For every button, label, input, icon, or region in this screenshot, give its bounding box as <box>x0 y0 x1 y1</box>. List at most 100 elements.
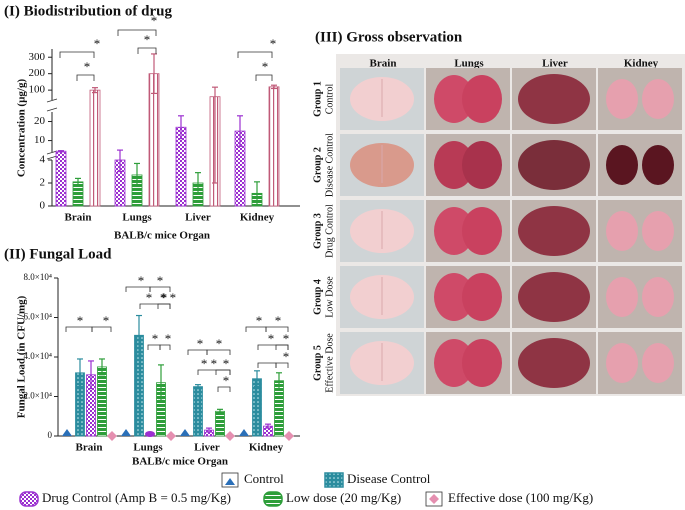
error-bar <box>195 172 201 194</box>
organ-photo <box>606 211 638 251</box>
significance-bracket <box>257 362 277 368</box>
x-axis-label: BALB/c mice Organ <box>132 456 228 468</box>
legend-label: Effective dose (100 mg/Kg) <box>448 490 593 505</box>
row-label: Control <box>324 84 335 115</box>
row-label: Disease Control <box>324 133 335 197</box>
significance-label: * <box>84 59 91 74</box>
marker <box>62 429 72 436</box>
bar <box>268 86 280 207</box>
x-tick-label: Liver <box>194 442 220 454</box>
organ-photo <box>642 277 674 317</box>
significance-label: * <box>275 313 282 328</box>
bar <box>215 410 225 437</box>
significance-label: * <box>165 331 172 346</box>
legend-label: Low dose (20 mg/Kg) <box>286 490 401 505</box>
bar <box>97 366 107 437</box>
y-tick-label: 100 <box>29 84 46 96</box>
error-bar <box>158 364 164 402</box>
significance-bracket <box>159 344 171 350</box>
significance-label: * <box>151 13 158 28</box>
significance-bracket <box>157 303 171 309</box>
significance-label: * <box>216 336 223 351</box>
significance-label: * <box>146 290 153 305</box>
organ-photo <box>642 211 674 251</box>
organ-photo <box>462 207 502 255</box>
significance-label: * <box>94 36 101 51</box>
significance-bracket <box>237 51 273 58</box>
error-bar <box>271 84 277 90</box>
organ-photo <box>434 339 474 387</box>
y-tick-label: 20 <box>34 115 46 127</box>
error-bar <box>265 423 271 429</box>
y-tick-label: 200 <box>29 67 46 79</box>
error-bar <box>206 427 212 433</box>
significance-label: * <box>268 331 275 346</box>
marker <box>284 431 294 441</box>
x-tick-label: Kidney <box>240 212 275 224</box>
x-tick-label: Kidney <box>249 442 284 454</box>
significance-label: * * <box>201 356 217 371</box>
row-group: Group 5 <box>312 345 323 381</box>
column-header: Liver <box>542 58 568 70</box>
significance-label: * <box>157 273 164 288</box>
error-bar <box>134 162 140 188</box>
organ-photo <box>518 272 590 322</box>
marker <box>225 431 235 441</box>
significance-label: * <box>283 349 290 364</box>
organ-photo <box>642 145 674 185</box>
marker <box>180 429 190 436</box>
y-tick-label: 0 <box>48 430 53 440</box>
column-header: Kidney <box>624 58 659 70</box>
error-bar <box>178 115 184 140</box>
axis-break <box>46 98 58 112</box>
significance-bracket <box>275 362 289 368</box>
significance-bracket <box>91 326 112 332</box>
bar <box>252 378 262 437</box>
significance-label: * * <box>160 290 176 305</box>
organ-photo <box>462 339 502 387</box>
chart-title: (I) Biodistribution of drug <box>4 3 172 19</box>
significance-bracket <box>255 74 273 81</box>
row-label: Drug Control <box>324 204 335 258</box>
x-tick-label: Lungs <box>122 212 152 224</box>
organ-photo <box>518 206 590 256</box>
x-axis-label: BALB/c mice Organ <box>114 230 210 242</box>
significance-bracket <box>76 74 95 81</box>
organ-photo <box>434 75 474 123</box>
error-bar <box>99 358 105 376</box>
y-tick-label: 300 <box>29 51 46 63</box>
error-bar <box>117 149 123 173</box>
significance-label: * <box>223 373 230 388</box>
error-bar <box>75 177 81 186</box>
error-bar <box>254 181 260 206</box>
organ-photo <box>462 273 502 321</box>
organ-photo <box>606 277 638 317</box>
error-bar <box>254 370 260 388</box>
significance-label: * <box>138 273 145 288</box>
error-bar <box>58 150 64 153</box>
row-group: Group 4 <box>312 279 323 315</box>
significance-label: * <box>144 32 151 47</box>
legend-label: Control <box>244 471 284 486</box>
significance-label: * <box>262 59 269 74</box>
organ-photo <box>434 141 474 189</box>
row-group: Group 2 <box>312 147 323 183</box>
row-label: Effective Dose <box>324 333 335 393</box>
organ-photo <box>462 75 502 123</box>
row-group: Group 3 <box>312 213 323 249</box>
significance-bracket <box>275 344 289 350</box>
axis-break <box>46 150 58 160</box>
organ-photo <box>518 140 590 190</box>
x-tick-label: Brain <box>65 212 92 224</box>
y-tick-label: 0 <box>40 200 46 212</box>
significance-label: * <box>223 356 230 371</box>
organ-photo <box>606 145 638 185</box>
legend-swatch <box>324 472 344 488</box>
legend-marker <box>225 478 235 485</box>
marker <box>107 431 117 441</box>
marker <box>166 431 176 441</box>
marker <box>121 429 131 436</box>
error-bar <box>92 87 98 94</box>
error-bar <box>276 372 282 390</box>
